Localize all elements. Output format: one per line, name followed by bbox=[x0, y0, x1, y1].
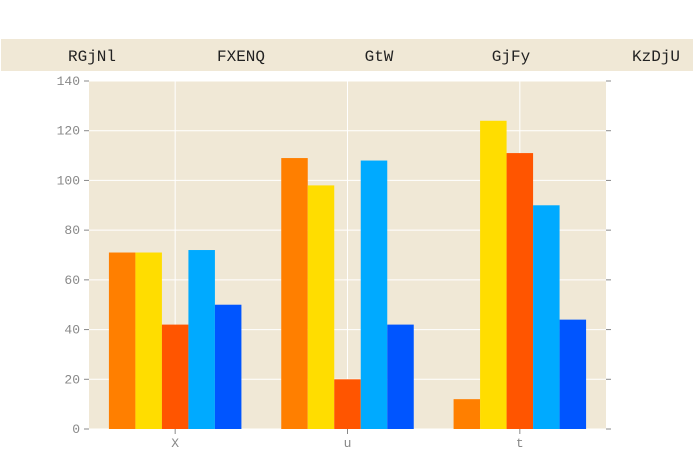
bar-GjFy-X bbox=[188, 250, 215, 429]
legend-item-GtW: GtW bbox=[365, 48, 394, 66]
y-tick-label-5: 100 bbox=[57, 173, 80, 188]
legend-item-KzDjU: KzDjU bbox=[632, 48, 680, 66]
bar-FXENQ-t bbox=[480, 120, 507, 430]
legend-background bbox=[1, 39, 693, 71]
legend-item-RGjNl: RGjNl bbox=[68, 48, 116, 66]
legend-item-FXENQ: FXENQ bbox=[217, 48, 265, 66]
legend-item-GjFy: GjFy bbox=[492, 48, 531, 66]
bar-GtW-u bbox=[334, 379, 361, 429]
bar-FXENQ-X bbox=[135, 252, 162, 429]
x-tick-label-1: u bbox=[344, 436, 352, 451]
bar-GtW-t bbox=[506, 153, 534, 430]
bars bbox=[108, 120, 587, 430]
bar-GjFy-u bbox=[360, 160, 388, 430]
legend: RGjNl FXENQ GtW GjFy KzDjU bbox=[68, 48, 680, 66]
y-tick-label-7: 140 bbox=[57, 74, 80, 89]
y-tick-label-1: 20 bbox=[64, 372, 80, 387]
bar-KzDjU-u bbox=[387, 324, 414, 429]
y-tick-label-6: 120 bbox=[57, 124, 80, 139]
x-tick-label-0: X bbox=[171, 436, 179, 451]
bar-RGjNl-u bbox=[281, 158, 308, 430]
bar-FXENQ-u bbox=[307, 185, 335, 429]
x-tick-label-2: t bbox=[516, 436, 524, 451]
bar-KzDjU-t bbox=[559, 319, 587, 429]
y-tick-label-0: 0 bbox=[72, 422, 80, 437]
y-axis: 0 20 40 60 80 100 120 140 bbox=[57, 74, 611, 437]
bar-RGjNl-X bbox=[108, 252, 136, 429]
bar-KzDjU-X bbox=[214, 304, 242, 429]
bar-GtW-X bbox=[161, 324, 189, 429]
bar-GjFy-t bbox=[533, 205, 560, 429]
bar-RGjNl-t bbox=[453, 399, 481, 429]
y-tick-label-4: 80 bbox=[64, 223, 80, 238]
y-tick-label-3: 60 bbox=[64, 273, 80, 288]
y-tick-label-2: 40 bbox=[64, 323, 80, 338]
